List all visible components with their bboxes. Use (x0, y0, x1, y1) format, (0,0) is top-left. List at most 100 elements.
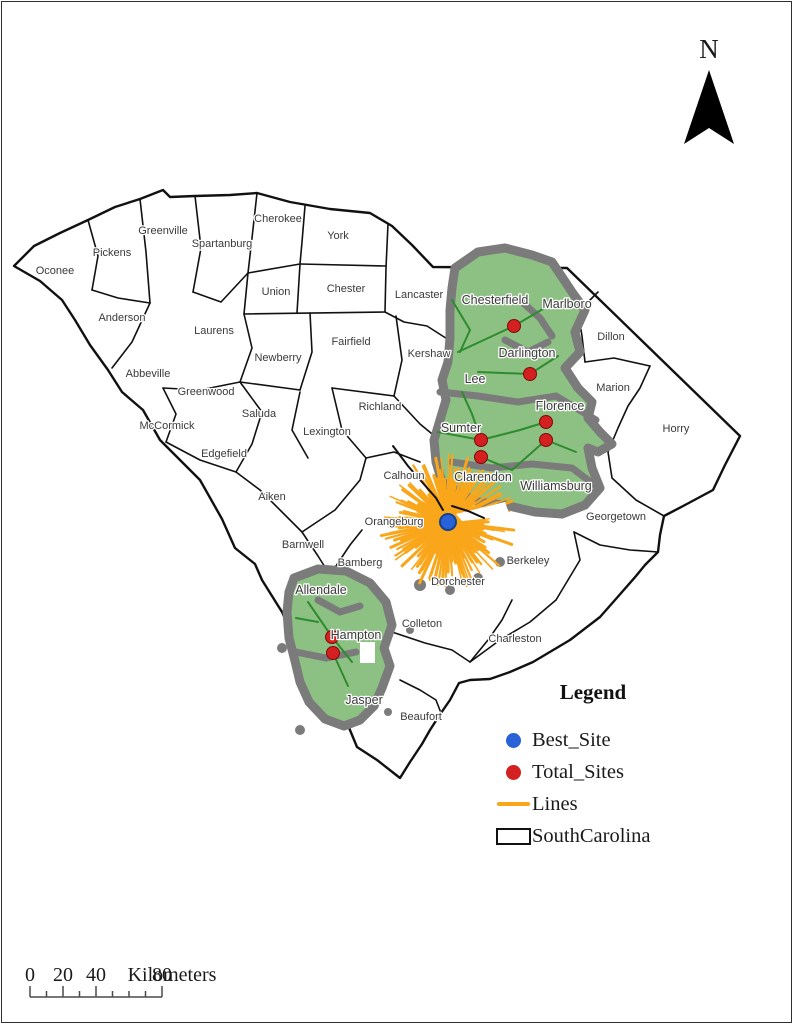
legend-title: Legend (559, 680, 627, 704)
county-label-williamsburg: Williamsburg (520, 479, 592, 493)
county-label-bamberg: Bamberg (338, 557, 383, 569)
overlay-boundaries (392, 445, 485, 519)
starburst-spike (447, 469, 481, 523)
county-label-york: York (327, 230, 349, 242)
county-label-kershaw: Kershaw (408, 348, 451, 360)
county-label-horry: Horry (663, 423, 690, 435)
county-label-newberry: Newberry (254, 352, 302, 364)
starburst-spike (410, 521, 449, 570)
total-site-dot (326, 646, 340, 660)
starburst-spike (447, 453, 450, 523)
county-label-aiken: Aiken (258, 491, 286, 503)
north-arrow: N (684, 34, 734, 144)
county-label-colleton: Colleton (402, 618, 442, 630)
dot-swatch (506, 732, 521, 748)
county-label-laurens: Laurens (194, 325, 234, 337)
starburst-spike (447, 468, 472, 523)
total-site-dot (474, 450, 488, 464)
scale-number: 20 (53, 964, 73, 986)
legend-item-lines: Lines (495, 788, 650, 820)
total-site-dot (539, 415, 553, 429)
starburst-spike (447, 521, 506, 533)
buffer-fuzz-lines (292, 296, 600, 662)
starburst-spike (447, 521, 469, 581)
county-label-sumter: Sumter (441, 421, 481, 435)
county-label-fairfield: Fairfield (331, 336, 370, 348)
county-label-cherokee: Cherokee (254, 213, 302, 225)
county-boundaries (87, 192, 665, 714)
county-label-richland: Richland (359, 401, 402, 413)
starburst-spike (409, 482, 449, 523)
legend-swatch-dot-icon (495, 764, 532, 780)
starburst-spike (383, 516, 449, 523)
dot-swatch (506, 764, 521, 780)
county-label-anderson: Anderson (98, 312, 145, 324)
county-label-edgefield: Edgefield (201, 448, 247, 460)
starburst-spike (447, 521, 464, 586)
north-label: N (699, 34, 719, 64)
rect-swatch (496, 827, 531, 845)
legend-item-label: Lines (532, 792, 578, 815)
county-label-marion: Marion (596, 382, 630, 394)
legend-item-label: SouthCarolina (532, 824, 651, 847)
scale-number: 40 (86, 964, 106, 986)
total-site-dot (539, 433, 553, 447)
county-label-hampton: Hampton (331, 628, 382, 642)
scale-number: 0 (25, 964, 35, 986)
county-label-berkeley: Berkeley (507, 555, 550, 567)
legend-swatch-dot-icon (495, 732, 532, 748)
starburst-spike (388, 521, 449, 529)
starburst-spike (447, 494, 503, 523)
county-label-calhoun: Calhoun (384, 470, 425, 482)
county-label-abbeville: Abbeville (126, 368, 171, 380)
starburst-notch (456, 502, 510, 521)
county-label-mccormick: McCormick (140, 420, 195, 432)
starburst-spike (440, 457, 449, 523)
legend-item-label: Best_Site (532, 728, 611, 751)
starburst-spike (437, 521, 449, 587)
starburst-spike (412, 465, 449, 523)
legend-swatch-rect-icon (495, 827, 532, 845)
county-label-florence: Florence (536, 399, 585, 413)
county-label-marlboro: Marlboro (542, 297, 591, 311)
scale-number: 80 (152, 964, 172, 986)
starburst-spike (447, 521, 481, 574)
county-label-pickens: Pickens (93, 247, 132, 259)
total-site-dot (474, 433, 488, 447)
county-label-beaufort: Beaufort (400, 711, 442, 723)
hampton-white-notch (360, 642, 375, 663)
county-label-dorchester: Dorchester (431, 576, 485, 588)
buffer-fuzz-spots (277, 557, 505, 735)
county-label-lexington: Lexington (303, 426, 351, 438)
county-label-clarendon: Clarendon (454, 470, 512, 484)
starburst-spike (394, 521, 449, 561)
county-label-lee: Lee (465, 372, 486, 386)
highlighted-region-northeast (429, 243, 617, 519)
legend-item-total_sites: Total_Sites (495, 756, 650, 788)
county-label-lancaster: Lancaster (395, 289, 444, 301)
county-label-dillon: Dillon (597, 331, 625, 343)
legend-item-best_site: Best_Site (495, 724, 650, 756)
county-label-darlington: Darlington (499, 346, 556, 360)
starburst-ray (400, 522, 448, 568)
starburst-spike (428, 521, 449, 582)
site-markers (325, 319, 553, 660)
starburst-ray (447, 456, 470, 521)
county-label-greenville: Greenville (138, 225, 188, 237)
county-label-saluda: Saluda (242, 408, 277, 420)
legend-item-label: Total_Sites (532, 760, 624, 783)
county-label-greenwood: Greenwood (178, 386, 235, 398)
county-label-jasper: Jasper (345, 693, 383, 707)
county-label-barnwell: Barnwell (282, 539, 324, 551)
starburst-spike (399, 484, 449, 523)
county-label-allendale: Allendale (295, 583, 346, 597)
county-label-chester: Chester (327, 283, 366, 295)
starburst-spike (447, 521, 494, 570)
highlighted-regions (277, 243, 617, 735)
county-label-charleston: Charleston (488, 633, 541, 645)
county-label-georgetown: Georgetown (586, 511, 646, 523)
total-site-dot (325, 630, 339, 644)
scale-unit-label: Kilometers (128, 964, 217, 986)
